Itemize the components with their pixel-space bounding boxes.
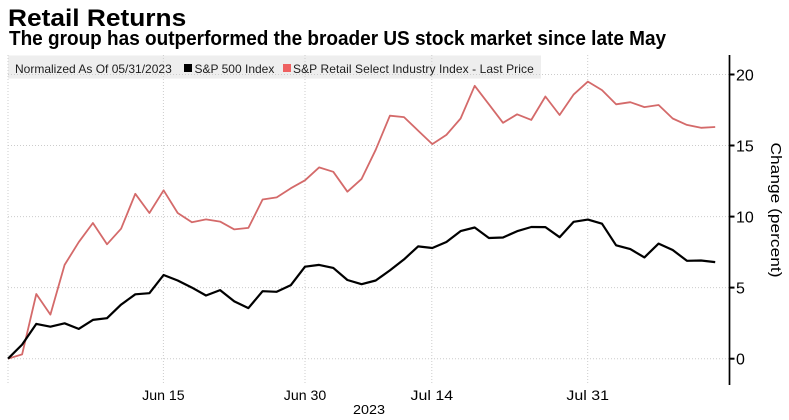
svg-text:2023: 2023: [353, 402, 385, 417]
svg-text:10: 10: [736, 209, 754, 226]
svg-text:Jul 31: Jul 31: [566, 387, 609, 403]
svg-text:20: 20: [736, 67, 754, 84]
svg-text:Jul 14: Jul 14: [411, 387, 454, 403]
svg-text:5: 5: [736, 280, 745, 297]
svg-text:Jun 15: Jun 15: [142, 387, 185, 403]
svg-text:15: 15: [736, 138, 754, 155]
svg-text:0: 0: [736, 352, 745, 369]
svg-text:Change (percent): Change (percent): [767, 143, 784, 278]
svg-text:Jun 30: Jun 30: [284, 387, 327, 403]
